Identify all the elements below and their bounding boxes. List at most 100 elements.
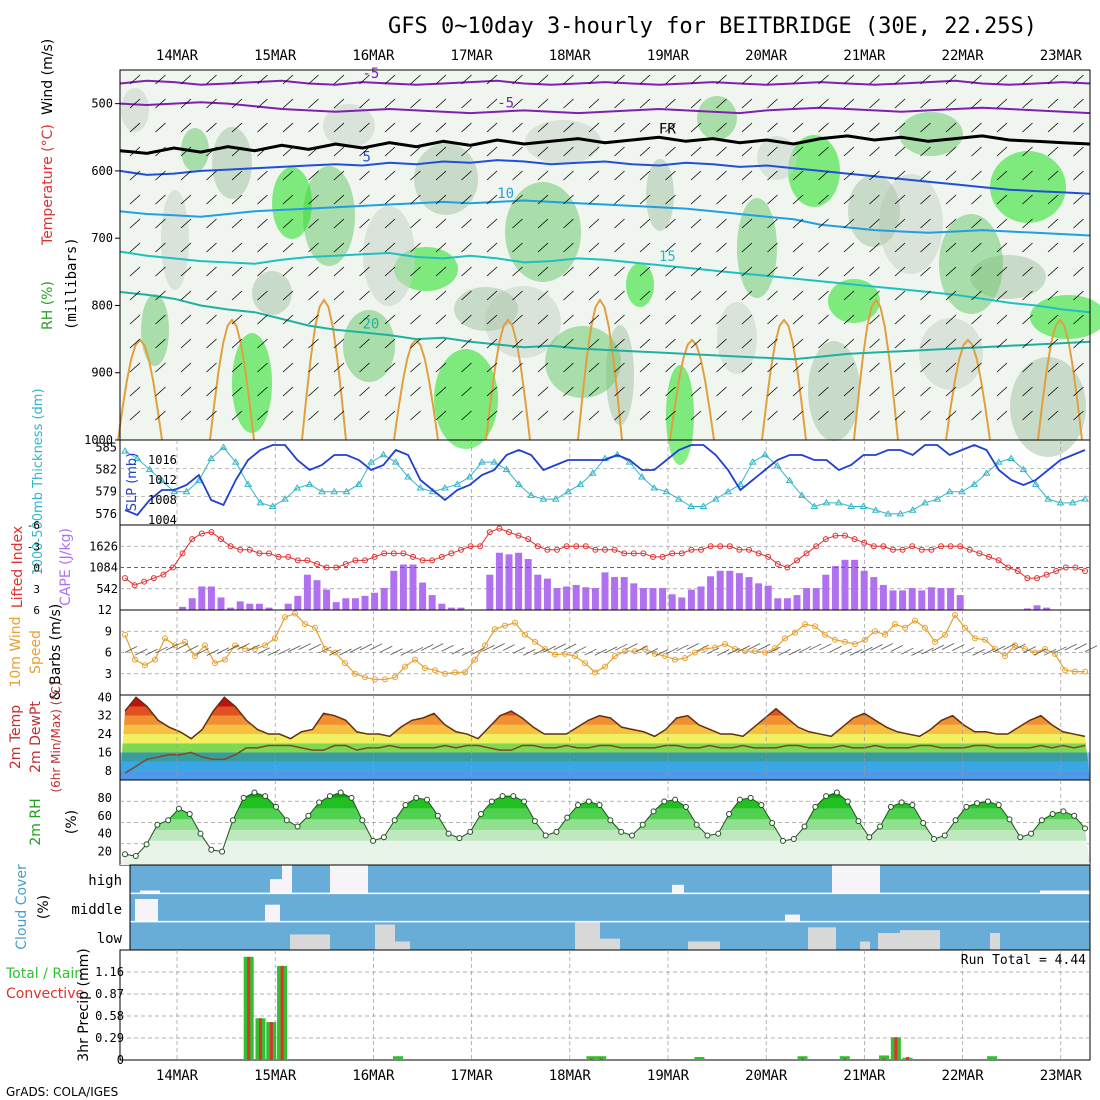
date-label-top: 22MAR <box>942 48 985 64</box>
wind-barb <box>920 194 931 205</box>
isotherm-line <box>119 159 1091 195</box>
wind-barb <box>435 314 447 325</box>
wind-barb <box>155 218 166 229</box>
wind-barb <box>537 410 549 421</box>
cape-bar <box>582 587 590 610</box>
wind-speed-line <box>124 612 1085 681</box>
cape-bar <box>822 574 830 610</box>
wind-tick: 3 <box>105 667 112 681</box>
wind-barb <box>257 170 268 181</box>
wind-barb <box>486 98 498 109</box>
wind-speed-line-point <box>972 635 978 642</box>
date-label-bottom: 14MAR <box>156 1068 199 1084</box>
wind-barb <box>767 386 778 397</box>
wind-barb <box>1013 643 1026 651</box>
wind-barb <box>1073 314 1084 325</box>
date-label-top: 16MAR <box>352 48 395 64</box>
temp-tick: 40 <box>98 690 112 704</box>
wind-barb <box>900 647 914 655</box>
rh-shading <box>1030 295 1100 339</box>
wind-barb <box>894 98 906 109</box>
wind-barb <box>945 98 957 109</box>
wind-barb <box>767 266 778 277</box>
cape-bar <box>284 603 292 610</box>
wind-barb <box>588 146 600 157</box>
wind-barb <box>639 314 651 325</box>
wind-barb <box>282 290 294 301</box>
wind-barb <box>1022 362 1033 373</box>
wind-barb <box>588 218 600 229</box>
lifted-index-line-point <box>189 536 196 543</box>
wind-barb <box>716 290 727 301</box>
wind-barb <box>792 266 804 277</box>
precip-conv-bar <box>882 1058 886 1060</box>
rh-point <box>499 793 506 800</box>
cape-bar <box>927 587 935 610</box>
lifted-index-line-point <box>755 550 762 557</box>
wind-barb <box>537 146 549 157</box>
wind-barb <box>257 647 270 655</box>
wind-speed-line-point <box>732 645 738 652</box>
wind-barb <box>894 290 906 301</box>
rh-point <box>380 834 387 841</box>
wind-barb <box>563 74 574 85</box>
cape-bar <box>860 570 868 610</box>
cape-bar <box>534 574 542 610</box>
wind-barb <box>920 386 931 397</box>
cape-bar <box>380 588 388 610</box>
wind-barb <box>818 242 829 253</box>
wind-barb <box>843 74 855 85</box>
wind-barb <box>971 410 982 421</box>
cape-bar <box>774 598 782 610</box>
wind-speed-line-point <box>672 656 678 663</box>
wind-barb <box>512 170 523 181</box>
wind-speed-line-point <box>622 648 628 655</box>
wind-barb <box>1074 643 1087 651</box>
wind-barb <box>1073 290 1084 301</box>
rh-point <box>855 818 862 825</box>
wind-barb <box>1047 290 1059 301</box>
wind-barb <box>247 644 260 652</box>
thickness-line-point <box>158 476 166 484</box>
lifted-index-line-point <box>486 529 493 536</box>
wind-barb <box>257 314 268 325</box>
wind-barb <box>741 194 753 205</box>
wind-barb <box>155 242 166 253</box>
rh-point <box>801 823 808 830</box>
rh-point <box>262 793 269 800</box>
cape-tick: 1084 <box>89 561 118 575</box>
upper-ylabel: RH (%) Temperature (°C) Wind (m/s) (milliba… <box>40 39 80 330</box>
cape-label: CAPE (J/kg) <box>58 528 74 606</box>
wind-barb <box>563 290 574 301</box>
thickness-line-point <box>293 484 302 491</box>
precip-unit: 3hr Precip (mm) <box>76 948 92 1061</box>
wind-speed-line-point <box>482 642 488 649</box>
wind-barb <box>206 338 217 349</box>
wind-barb <box>180 122 192 133</box>
rh-shading <box>828 279 880 323</box>
wind-tick: 9 <box>105 624 112 638</box>
wind-barb <box>380 645 393 653</box>
wind-barb <box>410 338 421 349</box>
rh-title-group: 2m RH <box>28 798 44 845</box>
wind-barb <box>1073 242 1084 253</box>
thickness-line-point <box>724 487 732 495</box>
isotherm-label: 20 <box>363 316 380 332</box>
cape-bar <box>697 586 705 610</box>
precip-conv-bar <box>906 1056 910 1060</box>
wind-barb <box>129 290 141 301</box>
wind-speed-line-point <box>642 645 648 652</box>
wind-barb <box>639 218 651 229</box>
temp-line <box>124 696 1086 740</box>
wind-barb <box>894 338 906 349</box>
cape-bar <box>505 554 513 610</box>
wind-barb <box>676 644 689 652</box>
lifted-index-line-point <box>544 546 551 553</box>
cape-bar <box>956 595 964 610</box>
wind-barb <box>155 314 166 325</box>
wind-barb <box>945 410 957 421</box>
wind-barb <box>563 242 574 253</box>
wind-barb <box>563 122 574 133</box>
wind-barb <box>767 146 778 157</box>
lifted-index-line-point <box>304 557 311 564</box>
